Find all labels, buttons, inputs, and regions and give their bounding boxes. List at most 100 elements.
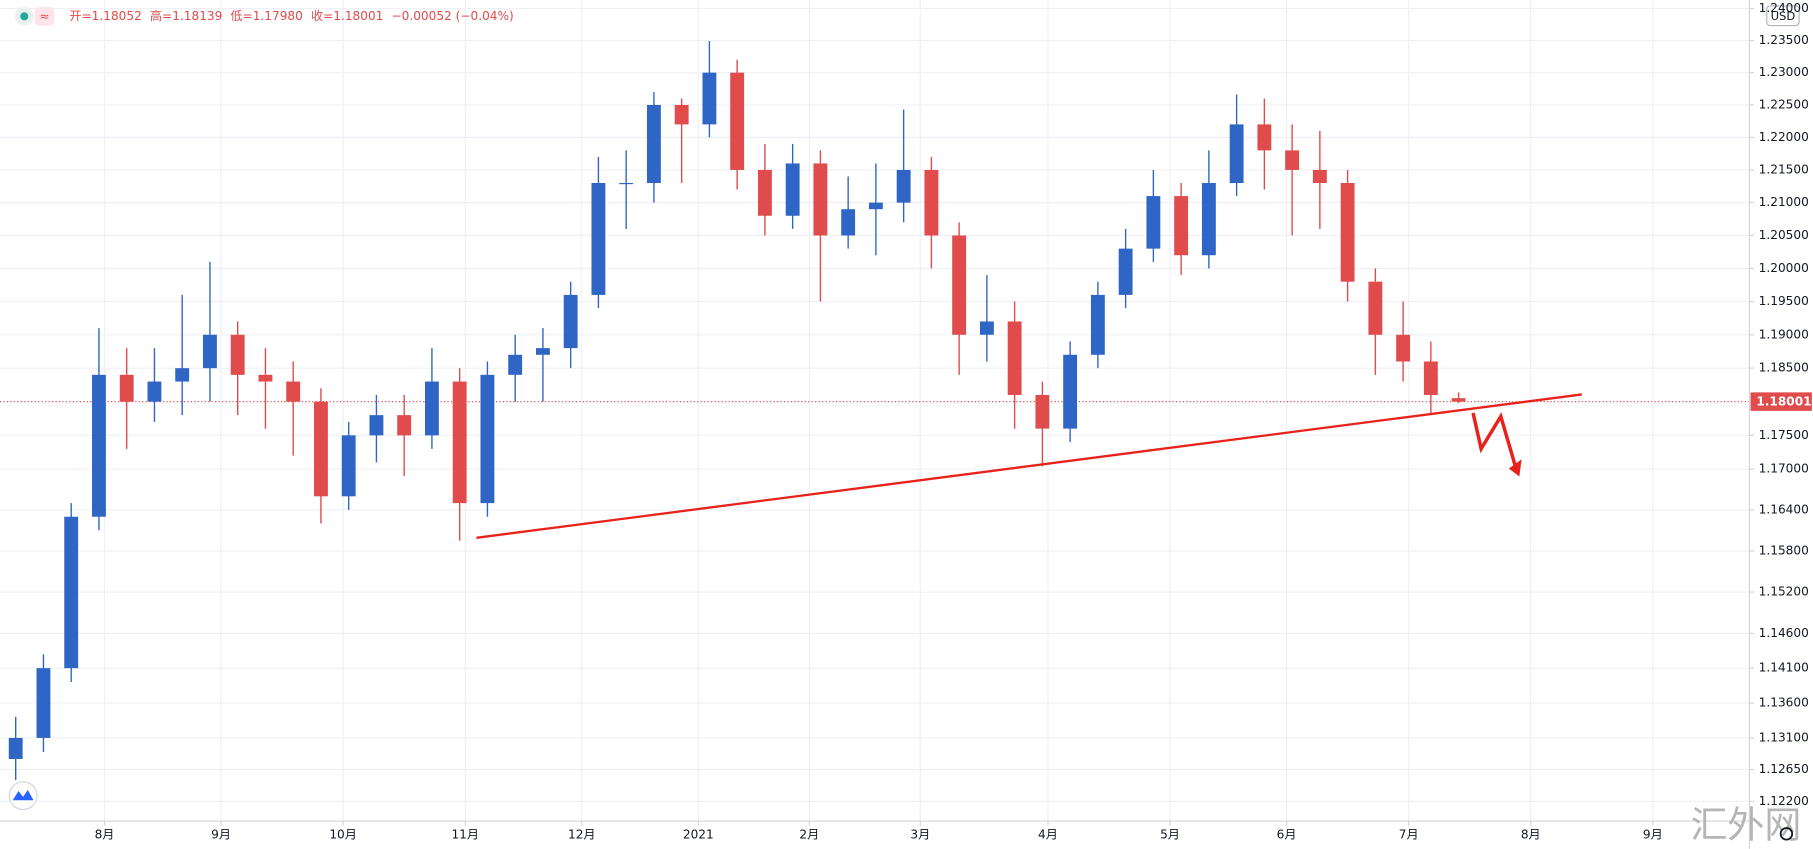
legend-item: 高=1.18139 xyxy=(150,8,222,23)
trend-line[interactable] xyxy=(476,393,1582,539)
y-tick-label: 1.19000 xyxy=(1759,327,1809,341)
y-tick-label: 1.17500 xyxy=(1759,428,1809,442)
legend-item: 收=1.18001 xyxy=(311,9,383,23)
currency-label: USD xyxy=(1771,9,1796,23)
y-tick-label: 1.20500 xyxy=(1759,228,1809,242)
y-tick-label: 1.14100 xyxy=(1759,661,1809,675)
last-price-box xyxy=(1750,392,1812,411)
candle-body xyxy=(452,381,467,504)
y-tick-label: 1.21000 xyxy=(1759,195,1809,209)
x-tick-label: 2021 xyxy=(683,827,714,841)
candle-body xyxy=(1396,334,1411,362)
y-tick-label: 1.16400 xyxy=(1759,502,1809,516)
candles xyxy=(8,41,1466,781)
logo-icon xyxy=(12,789,34,801)
compare-button[interactable] xyxy=(34,7,55,26)
candle-body xyxy=(563,294,578,349)
y-tick-label: 1.12650 xyxy=(1759,762,1809,776)
candle-body xyxy=(757,169,772,216)
y-tick-label: 1.24000 xyxy=(1759,1,1809,15)
y-tick-label: 1.12200 xyxy=(1759,794,1809,808)
x-tick-label: 8月 xyxy=(1521,827,1541,841)
y-tick-label: 1.18500 xyxy=(1759,361,1809,375)
candle-body xyxy=(1340,183,1355,282)
forecast-arrow xyxy=(1471,412,1519,473)
candle-body xyxy=(841,209,856,236)
candle-body xyxy=(508,354,523,375)
candle-body xyxy=(1285,150,1300,170)
candle-body xyxy=(92,374,106,517)
candle-body xyxy=(1229,124,1244,184)
candle-body xyxy=(896,169,911,203)
candle-body xyxy=(1007,321,1022,395)
candle-body xyxy=(8,737,23,759)
candle-body xyxy=(535,348,550,355)
x-tick-label: 12月 xyxy=(568,827,596,841)
legend-item: −0.00052 (−0.04%) xyxy=(391,9,513,23)
x-tick-label: 5月 xyxy=(1160,827,1180,841)
y-tick-label: 1.19500 xyxy=(1759,294,1809,308)
x-tick-label: 6月 xyxy=(1277,827,1297,841)
candle-body xyxy=(1146,196,1161,249)
candle-body xyxy=(341,435,356,497)
candle-body xyxy=(397,415,412,436)
candle-body xyxy=(619,183,634,185)
candle-body xyxy=(203,334,217,369)
x-tick-label: 9月 xyxy=(211,827,231,841)
candle-body xyxy=(424,381,439,436)
settings-icon[interactable] xyxy=(1779,827,1794,841)
candle-body xyxy=(868,202,883,210)
status-dot xyxy=(20,12,29,21)
legend-item: 低=1.17980 xyxy=(230,9,302,23)
candle-body xyxy=(230,334,245,375)
candle-body xyxy=(64,516,79,669)
candle-body xyxy=(1118,248,1133,295)
candle-body xyxy=(702,72,717,125)
y-tick-label: 1.13100 xyxy=(1759,730,1809,744)
x-tick-label: 10月 xyxy=(329,827,357,841)
candle-body xyxy=(591,183,606,295)
candle-body xyxy=(1090,294,1105,355)
legend-item: 开=1.18052 xyxy=(69,9,141,23)
candle-body xyxy=(1312,169,1327,184)
y-tick-label: 1.22000 xyxy=(1759,130,1809,144)
candle-body xyxy=(147,381,162,402)
y-tick-label: 1.21500 xyxy=(1759,162,1809,176)
y-tick-label: 1.15800 xyxy=(1759,543,1809,557)
y-tick-label: 1.20000 xyxy=(1759,261,1809,275)
y-tick-label: 1.22500 xyxy=(1759,97,1809,111)
candle-body xyxy=(952,235,967,335)
x-tick-label: 3月 xyxy=(910,827,930,841)
currency-box[interactable] xyxy=(1766,5,1800,27)
last-price-label: 1.18001 xyxy=(1756,395,1811,409)
candle-body xyxy=(924,169,939,236)
x-tick-label: 9月 xyxy=(1643,827,1663,841)
y-tick-label: 1.15200 xyxy=(1759,585,1809,599)
x-tick-label: 7月 xyxy=(1399,827,1419,841)
candle-body xyxy=(369,415,384,436)
candle-body xyxy=(1035,394,1050,429)
y-tick-label: 1.14600 xyxy=(1759,626,1809,640)
candle-body xyxy=(730,72,745,170)
x-tick-label: 4月 xyxy=(1038,827,1058,841)
candle-body xyxy=(175,368,190,382)
candle-body xyxy=(1063,354,1078,429)
logo[interactable] xyxy=(8,781,38,811)
x-tick-label: 8月 xyxy=(95,827,115,841)
y-tick-label: 1.13600 xyxy=(1759,695,1809,709)
candle-body xyxy=(813,163,828,236)
x-tick-label: 2月 xyxy=(799,827,819,841)
candle-body xyxy=(313,401,328,497)
candle-body xyxy=(1201,183,1216,256)
compare-icon: ≈ xyxy=(39,9,49,23)
candle-body xyxy=(1368,281,1383,335)
candle-body xyxy=(36,668,51,738)
candle-body xyxy=(785,163,800,216)
candle-body xyxy=(258,374,273,382)
arrow-head xyxy=(1508,459,1522,477)
y-tick-label: 1.17000 xyxy=(1759,462,1809,476)
ohlc-legend: 开=1.18052 高=1.18139 低=1.17980 收=1.18001 −0.0… xyxy=(69,8,513,23)
